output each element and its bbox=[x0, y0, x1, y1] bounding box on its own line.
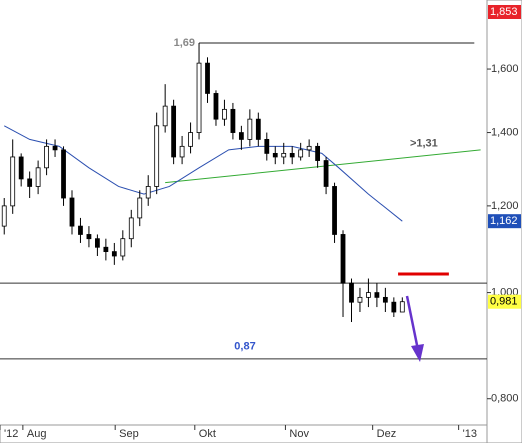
candle-body bbox=[315, 145, 321, 161]
candle-body bbox=[111, 251, 117, 257]
candle-body bbox=[69, 197, 75, 227]
y-tick-label: 1,600 bbox=[491, 63, 519, 75]
price-badge bbox=[488, 294, 521, 309]
candle-body bbox=[391, 301, 397, 313]
candle-body bbox=[18, 156, 24, 180]
candle-body bbox=[27, 178, 33, 187]
candle-body bbox=[366, 292, 371, 298]
candle-body bbox=[205, 62, 210, 94]
x-tick-label: '13 bbox=[463, 428, 477, 440]
price-badge-label: 1,162 bbox=[490, 215, 518, 227]
candle-body bbox=[222, 108, 227, 120]
candle-body bbox=[349, 282, 354, 303]
candle-body bbox=[154, 125, 160, 187]
candle-body bbox=[289, 152, 295, 158]
candle-body bbox=[247, 118, 253, 140]
candle-body bbox=[382, 296, 388, 303]
y-tick-label: 0,800 bbox=[491, 393, 519, 405]
candle-body bbox=[162, 105, 168, 127]
candle-body bbox=[357, 296, 363, 303]
candle-body bbox=[264, 139, 270, 154]
candle-body bbox=[128, 217, 134, 240]
price-badge-label: 1,853 bbox=[490, 6, 518, 18]
candle-body bbox=[323, 160, 329, 187]
candle-body bbox=[52, 145, 58, 151]
line-label: 1,69 bbox=[174, 37, 195, 49]
candle-body bbox=[1, 205, 7, 227]
plot-area bbox=[0, 0, 487, 425]
candle-body bbox=[86, 234, 92, 240]
price-badge bbox=[488, 214, 521, 229]
arrow-shaft bbox=[405, 295, 420, 351]
candle-body bbox=[137, 197, 143, 219]
x-tick-label: Sep bbox=[119, 428, 139, 440]
candle-body bbox=[374, 292, 380, 298]
moving-average bbox=[3, 125, 403, 222]
price-badge bbox=[488, 5, 521, 19]
candle-body bbox=[188, 132, 193, 147]
candle-body bbox=[238, 132, 244, 140]
candle-body bbox=[272, 152, 278, 158]
y-tick-label: 1,400 bbox=[491, 126, 519, 138]
candle-body bbox=[281, 152, 287, 158]
reference-line bbox=[165, 149, 481, 184]
candle-body bbox=[10, 156, 16, 207]
candle-body bbox=[306, 145, 312, 151]
candle-body bbox=[399, 301, 405, 313]
y-tick-label: 1,200 bbox=[491, 200, 519, 212]
x-tick-label: Okt bbox=[199, 428, 216, 440]
candle-body bbox=[44, 145, 49, 169]
candle-body bbox=[196, 62, 202, 133]
candle-body bbox=[179, 145, 185, 158]
candle-body bbox=[61, 149, 66, 199]
candle-body bbox=[145, 186, 151, 199]
x-axis-panel bbox=[0, 424, 488, 444]
candle-body bbox=[35, 167, 41, 187]
candle-body bbox=[78, 225, 83, 235]
x-tick-label: '12 bbox=[4, 428, 18, 440]
candle-body bbox=[298, 149, 304, 158]
candle-body bbox=[213, 93, 219, 120]
candle-body bbox=[171, 105, 177, 158]
arrow-head bbox=[411, 344, 424, 362]
arrow bbox=[405, 295, 424, 362]
candle-body bbox=[340, 234, 346, 284]
candle-body bbox=[120, 238, 126, 257]
candle-body bbox=[230, 108, 236, 133]
line-label: >1,31 bbox=[410, 138, 438, 150]
x-tick-label: Nov bbox=[289, 428, 309, 440]
candle-body bbox=[332, 186, 337, 235]
line-label: 0,87 bbox=[234, 341, 255, 353]
x-tick-label: Dez bbox=[377, 428, 397, 440]
candle-body bbox=[255, 118, 261, 140]
price-badge-label: 0,981 bbox=[490, 296, 518, 308]
x-tick-label: Aug bbox=[27, 428, 47, 440]
candle-body bbox=[103, 246, 109, 253]
candle-body bbox=[95, 238, 100, 248]
